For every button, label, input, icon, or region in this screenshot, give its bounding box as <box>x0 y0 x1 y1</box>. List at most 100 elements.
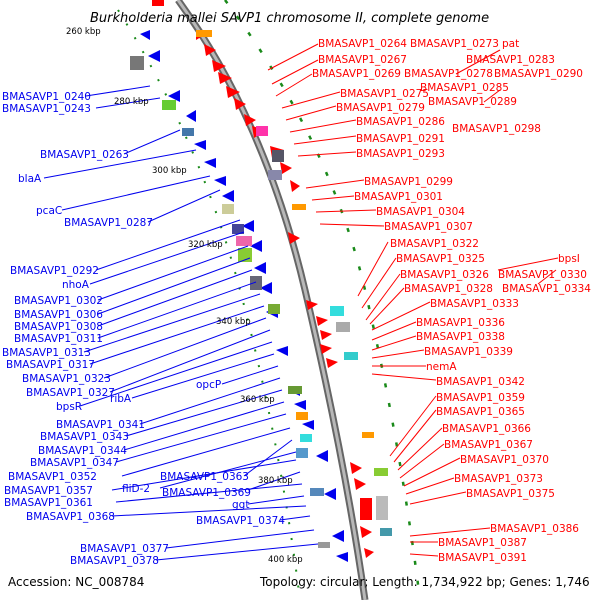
gene-label[interactable]: BMASAVP1_0367 <box>444 439 533 451</box>
gene-labels-left: BMASAVP1_0240 BMASAVP1_0243 BMASAVP1_026… <box>2 91 285 567</box>
gene-label[interactable]: BMASAVP1_0240 <box>2 91 91 103</box>
gene-label[interactable]: blaA <box>18 173 42 185</box>
gene-label[interactable]: BMASAVP1_0285 <box>420 82 509 94</box>
gene-arrow-rev <box>222 190 234 202</box>
gene-label[interactable]: BMASAVP1_0298 <box>452 123 541 135</box>
gene-label[interactable]: BMASAVP1_0366 <box>442 423 531 435</box>
gene-label[interactable]: BMASAVP1_0302 <box>14 295 103 307</box>
scale-label: 340 kbp <box>216 317 251 327</box>
gene-label[interactable]: BMASAVP1_0373 <box>454 473 543 485</box>
gene-label[interactable]: pcaC <box>36 205 62 217</box>
gene-label[interactable]: BMASAVP1_0290 <box>494 68 583 80</box>
gene-label[interactable]: BMASAVP1_0378 <box>70 555 159 567</box>
gene-label[interactable]: BMASAVP1_0369 <box>162 487 251 499</box>
gene-label[interactable]: ribA <box>110 393 132 405</box>
gene-label[interactable]: BMASAVP1_0327 <box>26 387 115 399</box>
feature-block <box>374 468 388 476</box>
gene-label[interactable]: BMASAVP1_0308 <box>14 321 103 333</box>
gene-label[interactable]: BMASAVP1_0313 <box>2 347 91 359</box>
gene-label[interactable]: BMASAVP1_0363 <box>160 471 249 483</box>
gene-arrow-fwd <box>212 60 226 72</box>
gene-arrow-rev <box>250 240 262 252</box>
gene-label[interactable]: ggt <box>232 499 249 511</box>
gene-arrow-fwd <box>306 300 318 310</box>
gene-label[interactable]: BMASAVP1_0287 <box>64 217 153 229</box>
gene-label[interactable]: BMASAVP1_0368 <box>26 511 115 523</box>
gene-label[interactable]: BMASAVP1_0273 <box>410 38 499 50</box>
feature-block <box>330 306 344 316</box>
gene-label[interactable]: BMASAVP1_0307 <box>384 221 473 233</box>
gene-arrow-rev <box>204 158 216 168</box>
gene-label[interactable]: BMASAVP1_0283 <box>466 54 555 66</box>
gene-label[interactable]: BMASAVP1_0267 <box>318 54 407 66</box>
gene-label[interactable]: BMASAVP1_0304 <box>376 206 465 218</box>
gene-label[interactable]: BMASAVP1_0386 <box>490 523 579 535</box>
gene-label[interactable]: BMASAVP1_0375 <box>466 488 555 500</box>
gene-label[interactable]: BMASAVP1_0391 <box>438 552 527 564</box>
gene-label[interactable]: BMASAVP1_0264 <box>318 38 407 50</box>
feature-block <box>222 204 234 214</box>
gene-label[interactable]: BMASAVP1_0293 <box>356 148 445 160</box>
gene-label[interactable]: BMASAVP1_0330 <box>498 269 587 281</box>
scale-label: 280 kbp <box>114 97 149 107</box>
gene-label[interactable]: BMASAVP1_0278 <box>404 68 493 80</box>
gene-label[interactable]: BMASAVP1_0377 <box>80 543 169 555</box>
gene-label[interactable]: bpsI <box>558 253 580 265</box>
gene-arrow-fwd <box>204 44 216 56</box>
gene-label[interactable]: nemA <box>426 361 457 373</box>
scale-labels: 260 kbp 280 kbp 300 kbp 320 kbp 340 kbp … <box>66 27 303 565</box>
gene-label[interactable]: BMASAVP1_0317 <box>6 359 95 371</box>
feature-block <box>256 126 268 136</box>
scale-label: 300 kbp <box>152 166 187 176</box>
gene-label[interactable]: BMASAVP1_0325 <box>396 253 485 265</box>
gene-arrow-fwd <box>290 180 300 192</box>
gene-label[interactable]: nhoA <box>62 279 90 291</box>
gene-label[interactable]: BMASAVP1_0291 <box>356 133 445 145</box>
gene-label[interactable]: BMASAVP1_0269 <box>312 68 401 80</box>
gene-label[interactable]: BMASAVP1_0352 <box>8 471 97 483</box>
gene-label[interactable]: BMASAVP1_0299 <box>364 176 453 188</box>
gene-label[interactable]: BMASAVP1_0338 <box>416 331 505 343</box>
gene-arrow-fwd <box>354 478 366 490</box>
gene-label[interactable]: BMASAVP1_0342 <box>436 376 525 388</box>
gene-label[interactable]: BMASAVP1_0263 <box>40 149 129 161</box>
gene-label[interactable]: BMASAVP1_0292 <box>10 265 99 277</box>
gene-label[interactable]: BMASAVP1_0279 <box>336 102 425 114</box>
gene-label[interactable]: BMASAVP1_0326 <box>400 269 489 281</box>
feature-block <box>300 434 312 442</box>
gene-label[interactable]: bpsR <box>56 401 82 413</box>
gene-label[interactable]: BMASAVP1_0365 <box>436 406 525 418</box>
gene-label[interactable]: BMASAVP1_0347 <box>30 457 119 469</box>
gene-label[interactable]: BMASAVP1_0328 <box>404 283 493 295</box>
gene-label[interactable]: BMASAVP1_0343 <box>40 431 129 443</box>
gene-label[interactable]: BMASAVP1_0333 <box>430 298 519 310</box>
gene-arrow-rev <box>148 50 160 62</box>
gene-label[interactable]: BMASAVP1_0322 <box>390 238 479 250</box>
gene-label[interactable]: BMASAVP1_0243 <box>2 103 91 115</box>
gene-label[interactable]: BMASAVP1_0374 <box>196 515 285 527</box>
gene-label[interactable]: BMASAVP1_0341 <box>56 419 145 431</box>
gene-label[interactable]: BMASAVP1_0336 <box>416 317 505 329</box>
gene-label[interactable]: BMASAVP1_0275 <box>340 88 429 100</box>
gene-label[interactable]: BMASAVP1_0323 <box>22 373 111 385</box>
gene-label[interactable]: BMASAVP1_0339 <box>424 346 513 358</box>
gene-label[interactable]: BMASAVP1_0334 <box>502 283 591 295</box>
gene-label[interactable]: fliD-2 <box>122 483 150 495</box>
gene-label[interactable]: BMASAVP1_0311 <box>14 333 103 345</box>
gene-label[interactable]: BMASAVP1_0289 <box>428 96 517 108</box>
gene-arrow-fwd <box>320 344 332 354</box>
leader-lines-right <box>267 43 559 557</box>
gene-label[interactable]: BMASAVP1_0359 <box>436 392 525 404</box>
gene-label[interactable]: BMASAVP1_0357 <box>4 485 93 497</box>
gene-label[interactable]: BMASAVP1_0301 <box>354 191 443 203</box>
gene-arrow-rev <box>194 140 206 150</box>
gene-label[interactable]: BMASAVP1_0387 <box>438 537 527 549</box>
gene-label[interactable]: opcP <box>196 379 221 391</box>
gene-label[interactable]: BMASAVP1_0344 <box>38 445 127 457</box>
gene-label[interactable]: BMASAVP1_0370 <box>460 454 549 466</box>
gene-label[interactable]: BMASAVP1_0361 <box>4 497 93 509</box>
gene-label[interactable]: pat <box>502 38 519 50</box>
gene-arrow-rev <box>214 176 226 186</box>
gene-label[interactable]: BMASAVP1_0306 <box>14 309 103 321</box>
gene-label[interactable]: BMASAVP1_0286 <box>356 116 445 128</box>
